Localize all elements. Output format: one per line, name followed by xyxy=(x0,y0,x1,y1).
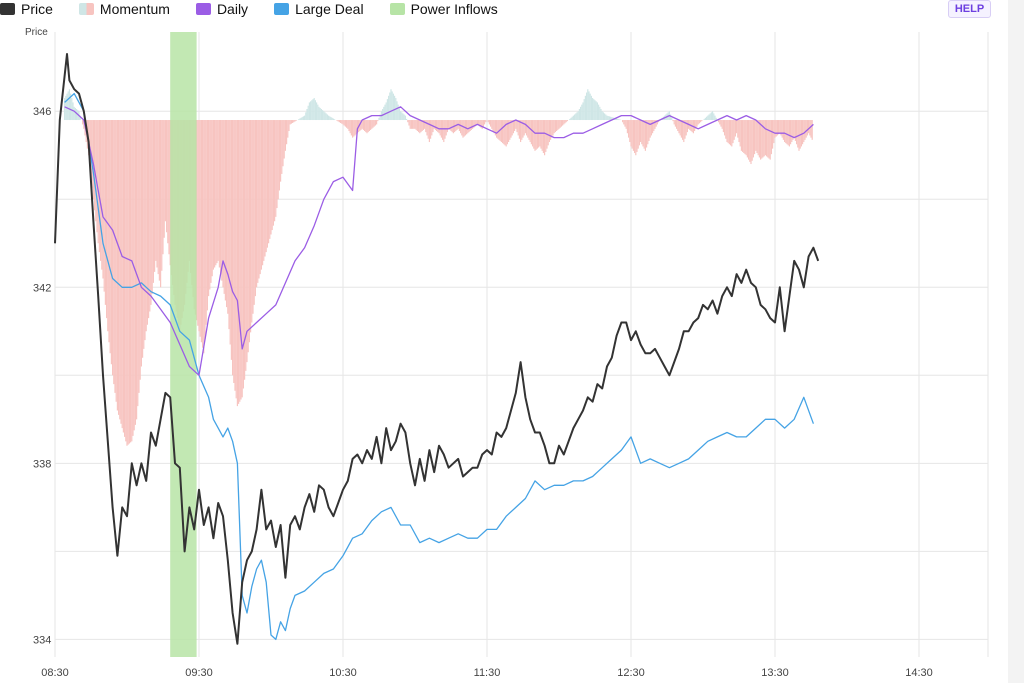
y-tick-label: 338 xyxy=(33,458,51,470)
legend-item-momentum[interactable]: Momentum xyxy=(78,1,170,17)
x-tick-label: 12:30 xyxy=(617,667,645,679)
legend-item-power-inflows[interactable]: Power Inflows xyxy=(389,1,498,17)
series-line-large-deal xyxy=(64,92,815,641)
legend-item-daily[interactable]: Daily xyxy=(195,1,249,17)
legend-label-daily: Daily xyxy=(216,1,249,17)
x-tick-label: 09:30 xyxy=(185,667,213,679)
legend-swatch-large-deal xyxy=(274,3,290,15)
y-axis-title: Price xyxy=(25,27,48,38)
legend-item-price[interactable]: Price xyxy=(0,1,53,17)
legend-swatch-power-inflows xyxy=(389,3,405,15)
right-edge-panel xyxy=(1008,0,1024,683)
legend-label-power-inflows: Power Inflows xyxy=(410,1,498,17)
legend-label-large-deal: Large Deal xyxy=(295,1,364,17)
y-tick-label: 334 xyxy=(33,634,51,646)
series-line-daily xyxy=(64,106,814,376)
power-inflow-band xyxy=(170,32,197,657)
legend-label-momentum: Momentum xyxy=(99,1,170,17)
x-tick-label: 10:30 xyxy=(329,667,357,679)
x-tick-label: 14:30 xyxy=(905,667,933,679)
legend-swatch-price xyxy=(0,3,15,15)
x-tick-label: 13:30 xyxy=(761,667,789,679)
chart-legend: Price Momentum Daily Large Deal Power In… xyxy=(0,0,524,18)
legend-swatch-daily xyxy=(195,3,211,15)
legend-label-price: Price xyxy=(21,1,53,17)
legend-swatch-momentum xyxy=(78,3,94,15)
x-tick-label: 08:30 xyxy=(41,667,69,679)
y-tick-label: 342 xyxy=(33,282,51,294)
legend-item-large-deal[interactable]: Large Deal xyxy=(274,1,364,17)
y-tick-label: 346 xyxy=(33,106,51,118)
x-tick-label: 11:30 xyxy=(474,667,501,679)
help-button[interactable]: HELP xyxy=(948,0,991,18)
series-line-price xyxy=(54,53,820,645)
